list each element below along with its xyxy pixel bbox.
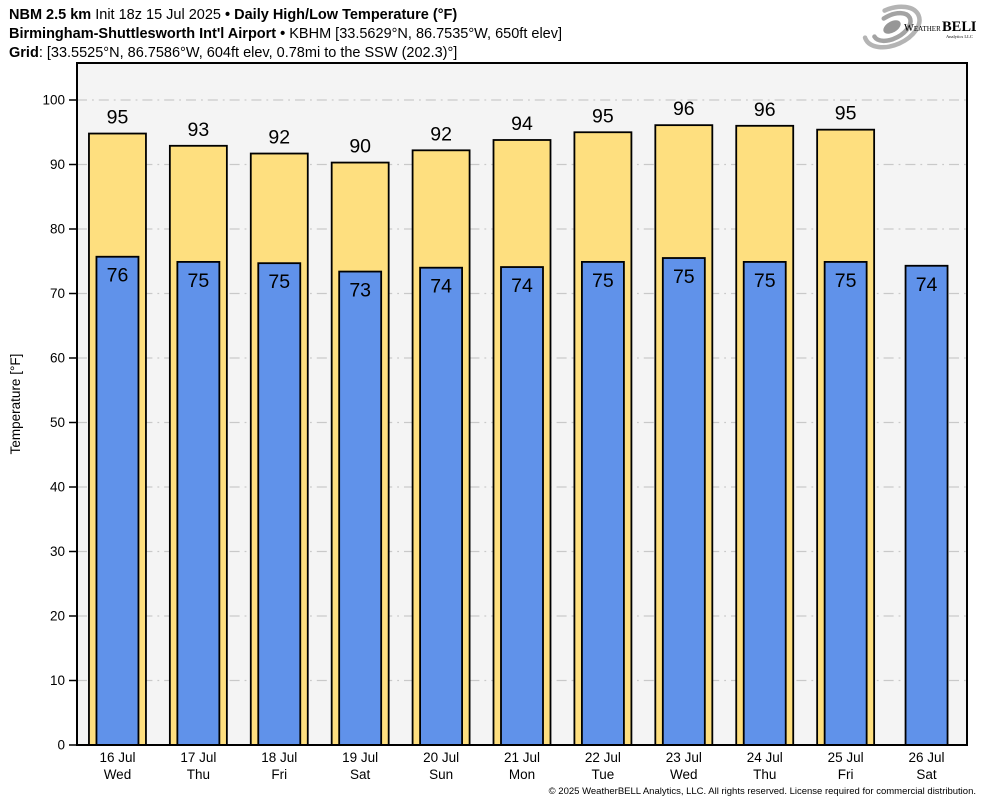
x-tick-date: 18 Jul [261,750,297,765]
low-bar [500,266,544,746]
logo-subtitle: Analytics LLC [946,34,973,39]
low-value-label: 74 [511,275,533,297]
y-tick-label: 80 [50,222,65,237]
x-tick-day: Fri [271,767,287,782]
y-tick-label: 70 [50,286,65,301]
grid-details: : [33.5525°N, 86.7586°W, 604ft elev, 0.7… [38,45,458,61]
low-value-label: 75 [188,270,210,292]
high-value-label: 93 [188,119,210,141]
low-value-label: 75 [835,270,857,292]
logo-text-bell: BELL [942,19,976,35]
low-bar [419,266,463,746]
chart-header: NBM 2.5 km Init 18z 15 Jul 2025 • Daily … [9,6,562,63]
high-value-label: 90 [349,136,371,158]
low-bar [257,262,302,746]
x-tick-date: 19 Jul [342,750,378,765]
high-value-label: 96 [754,99,776,121]
x-tick-day: Tue [592,767,615,782]
high-value-label: 92 [268,127,290,149]
low-value-label: 75 [592,270,614,292]
low-value-label: 75 [673,266,695,288]
high-value-label: 96 [673,98,695,120]
low-bar [581,260,625,746]
low-bar [661,257,706,746]
temperature-chart: 0 10 20 30 40 50 60 70 80 90 100 95 76 16 Jul Wed 93 75 1… [8,62,968,782]
x-tick-date: 17 Jul [180,750,216,765]
high-value-label: 92 [430,123,452,145]
low-value-label: 76 [107,265,129,287]
x-tick-date: 25 Jul [828,750,864,765]
x-tick-date: 22 Jul [585,750,621,765]
y-tick-label: 10 [50,673,65,688]
high-value-label: 94 [511,113,533,135]
logo-text-weather: Weather [904,23,941,34]
header-line-grid: Grid: [33.5525°N, 86.7586°W, 604ft elev,… [9,44,562,63]
x-tick-day: Sun [429,767,453,782]
high-value-label: 95 [107,107,129,129]
header-line-model: NBM 2.5 km Init 18z 15 Jul 2025 • Daily … [9,6,562,25]
x-tick-date: 20 Jul [423,750,459,765]
y-tick-label: 90 [50,157,65,172]
low-bar [95,255,140,746]
low-value-label: 73 [349,280,371,302]
low-value-label: 75 [754,270,776,292]
y-axis-title: Temperature [°F] [8,354,23,455]
high-value-label: 95 [592,105,614,127]
x-tick-date: 24 Jul [747,750,783,765]
x-tick-date: 23 Jul [666,750,702,765]
station-details: KBHM [33.5629°N, 86.7535°W, 650ft elev] [289,26,563,42]
low-bar [904,264,949,746]
low-value-label: 74 [916,274,938,296]
low-bar [823,260,868,746]
y-tick-label: 40 [50,480,65,495]
x-tick-day: Wed [670,767,698,782]
y-tick-label: 60 [50,351,65,366]
x-tick-day: Thu [187,767,210,782]
high-value-label: 95 [835,103,857,125]
x-tick-day: Wed [104,767,132,782]
copyright-notice: © 2025 WeatherBELL Analytics, LLC. All r… [548,786,976,797]
low-bar [742,260,787,746]
low-value-label: 75 [268,271,290,293]
low-value-label: 74 [430,276,452,298]
x-tick-day: Fri [838,767,854,782]
header-line-station: Birmingham-Shuttlesworth Int'l Airport •… [9,25,562,44]
grid-label: Grid [9,45,39,61]
x-tick-day: Sat [916,767,937,782]
y-tick-label: 0 [57,738,65,753]
x-tick-day: Mon [509,767,535,782]
y-tick-label: 50 [50,415,65,430]
low-bar [338,270,383,746]
separator-bullet: • [225,7,231,23]
y-tick-label: 30 [50,544,65,559]
x-tick-date: 21 Jul [504,750,540,765]
x-tick-date: 16 Jul [99,750,135,765]
chart-area: 0 10 20 30 40 50 60 70 80 90 100 95 76 16 Jul Wed 93 75 1… [0,60,984,795]
x-tick-day: Sat [350,767,371,782]
separator-bullet: • [280,26,286,42]
model-name: NBM 2.5 km [9,7,92,23]
weatherbell-logo: Weather BELL Analytics LLC [862,4,976,50]
low-bar [176,260,221,746]
x-tick-day: Thu [753,767,776,782]
station-name: Birmingham-Shuttlesworth Int'l Airport [9,26,277,42]
y-tick-label: 20 [50,609,65,624]
plot-border [76,62,968,746]
y-tick-label: 100 [42,93,65,108]
init-time: Init 18z 15 Jul 2025 [95,7,221,23]
chart-title: Daily High/Low Temperature (°F) [234,7,458,23]
hurricane-swirl-icon [862,4,922,50]
x-tick-date: 26 Jul [909,750,945,765]
